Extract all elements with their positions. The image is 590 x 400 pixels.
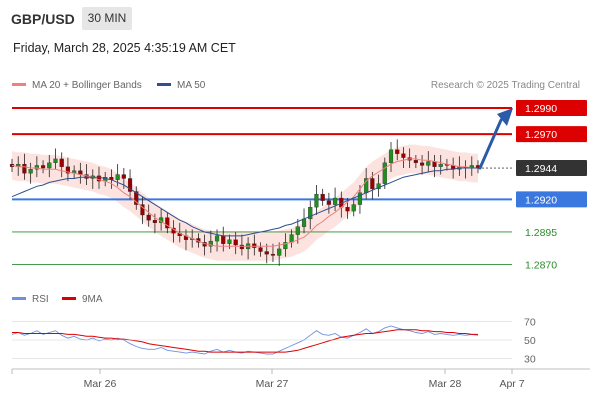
- candle-body: [320, 193, 325, 201]
- timeframe-badge[interactable]: 30 MIN: [82, 7, 132, 30]
- ma20-line: [11, 158, 478, 247]
- candle-body: [264, 251, 269, 255]
- legend-ma20: MA 20 + Bollinger Bands: [12, 80, 142, 91]
- chart-header: GBP/USD 30 MIN: [0, 0, 590, 36]
- forecast-arrow-head: [497, 108, 513, 127]
- candle-body: [221, 235, 226, 244]
- level-tag-box-1: [516, 126, 587, 143]
- candle-body: [59, 158, 64, 167]
- candle-body: [432, 161, 437, 167]
- x-axis-label-1: Mar 27: [256, 378, 289, 390]
- candle-body: [239, 244, 244, 250]
- bollinger-band: [12, 144, 478, 261]
- level-tag-box-2: [516, 160, 587, 177]
- candle-body: [413, 160, 418, 163]
- level-tag-box-3: [516, 191, 587, 208]
- level-tag-4: 1.2895: [525, 227, 557, 239]
- candle-body: [214, 235, 220, 242]
- research-credit: Research © 2025 Trading Central: [430, 80, 580, 91]
- ma50-label: MA 50: [177, 80, 206, 91]
- candle-body: [333, 197, 338, 205]
- candle-body: [134, 191, 139, 205]
- timestamp: Friday, March 28, 2025 4:35:19 AM CET: [13, 41, 236, 55]
- legend-ma50: MA 50: [157, 80, 205, 91]
- candle-body: [40, 165, 46, 169]
- candle-body: [301, 218, 307, 227]
- candle-body: [270, 253, 276, 256]
- ma50-swatch: [157, 82, 171, 86]
- candle-body: [258, 247, 263, 252]
- candle-body: [47, 162, 52, 169]
- candle-body: [121, 174, 126, 179]
- candle-body: [420, 162, 425, 166]
- ma9-swatch: [62, 296, 76, 300]
- candle-body: [115, 174, 120, 180]
- rsi-label: RSI: [32, 294, 49, 305]
- level-tag-3: 1.2920: [525, 194, 557, 206]
- candle-body: [22, 163, 27, 174]
- level-tag-0: 1.2990: [525, 103, 557, 115]
- candle-body: [252, 243, 257, 248]
- candle-body: [382, 162, 387, 184]
- level-tag-box-0: [516, 100, 587, 117]
- candle-body: [289, 234, 294, 243]
- symbol-title: GBP/USD: [11, 11, 75, 27]
- candle-body: [351, 204, 356, 212]
- candle-body: [233, 239, 238, 246]
- candle-body: [314, 193, 319, 208]
- candle-body: [395, 149, 400, 154]
- candle-body: [295, 226, 300, 235]
- forecast-arrow-shaft: [478, 118, 503, 170]
- candle-body: [388, 149, 394, 163]
- x-axis-label-2: Mar 28: [429, 378, 462, 390]
- candle-body: [308, 207, 313, 220]
- legend-9ma: 9MA: [62, 294, 103, 305]
- candle-body: [208, 240, 213, 247]
- level-tag-2: 1.2944: [525, 163, 557, 175]
- candle-body: [152, 220, 157, 223]
- ma20-label: MA 20 + Bollinger Bands: [32, 80, 142, 91]
- candle-body: [277, 248, 282, 256]
- level-tag-5: 1.2870: [525, 260, 557, 272]
- candle-body: [34, 165, 39, 170]
- candle-body: [165, 217, 170, 229]
- level-tag-1: 1.2970: [525, 129, 557, 141]
- rsi-axis-label-0: 70: [524, 316, 536, 328]
- ma9-label: 9MA: [82, 294, 103, 305]
- candle-body: [140, 204, 145, 216]
- candle-body: [357, 192, 363, 205]
- candle-body: [227, 239, 232, 244]
- candle-body: [127, 178, 133, 192]
- candle-body: [28, 169, 33, 174]
- candle-body: [426, 161, 431, 166]
- x-axis-label-3: Apr 7: [499, 378, 524, 390]
- ma50-line: [11, 167, 478, 237]
- candle-body: [345, 207, 350, 212]
- rsi-ma-line: [12, 329, 478, 353]
- candle-body: [65, 166, 70, 174]
- candle-body: [283, 242, 288, 250]
- candle-body: [401, 153, 406, 158]
- ma20-swatch: [12, 82, 26, 86]
- candle-body: [438, 163, 443, 167]
- x-axis-label-0: Mar 26: [84, 378, 117, 390]
- candle-body: [53, 158, 58, 163]
- legend-rsi: RSI: [12, 294, 49, 305]
- rsi-swatch: [12, 296, 26, 300]
- rsi-axis-label-1: 50: [524, 335, 536, 347]
- candle-body: [370, 178, 375, 190]
- rsi-axis-label-2: 30: [524, 354, 536, 366]
- candle-body: [326, 200, 331, 205]
- candle-body: [146, 214, 151, 221]
